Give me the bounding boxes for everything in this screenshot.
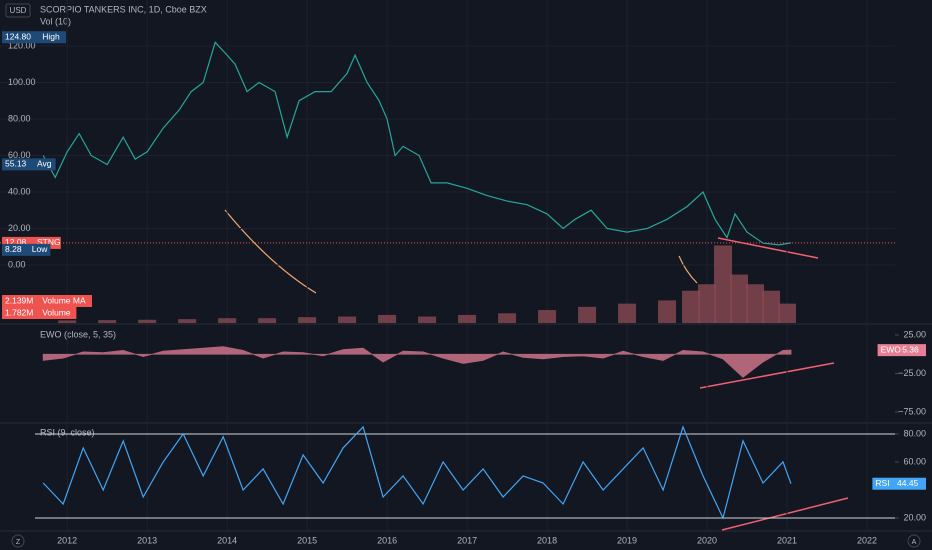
- x-tick-label: 2017: [457, 535, 477, 545]
- volume-bar: [682, 290, 701, 323]
- y-tick-label: 60.00: [8, 150, 31, 160]
- price-label-text: 5.36: [902, 344, 919, 354]
- currency-box[interactable]: [5, 3, 31, 18]
- y-tick-label: 80.00: [8, 113, 31, 123]
- rsi-line: [42, 425, 792, 520]
- x-tick-label: 2018: [537, 535, 557, 545]
- volume-bar: [498, 313, 517, 323]
- price-label-text: Volume MA: [42, 295, 86, 305]
- y-tick-label: 40.00: [8, 186, 31, 196]
- volume-bar: [58, 320, 77, 323]
- chart-title: SCORPIO TANKERS INC, 1D, Cboe BZX: [40, 4, 207, 14]
- volume-bar: [618, 303, 637, 323]
- volume-bar: [658, 300, 677, 323]
- y-tick-label: 20.00: [903, 512, 926, 522]
- volume-bar: [178, 319, 197, 323]
- y-tick-label: 80.00: [903, 428, 926, 438]
- x-tick-label: 2014: [217, 535, 237, 545]
- volume-bar: [762, 290, 781, 323]
- volume-bar: [338, 316, 357, 323]
- x-tick-label: 2015: [297, 535, 317, 545]
- price-label-text: 55.13: [5, 159, 27, 169]
- price-label-text: 8.28: [5, 244, 22, 254]
- volume-bar: [218, 318, 237, 323]
- volume-bar: [378, 314, 397, 323]
- price-label-text: 2.139M: [5, 295, 33, 305]
- price-label-box: [2, 31, 66, 44]
- x-tick-label: 2021: [777, 535, 797, 545]
- price-label-box: [877, 344, 926, 357]
- price-label-text: EWO: [881, 344, 902, 354]
- auto-icon: A: [912, 539, 917, 546]
- trend-line: [721, 497, 849, 531]
- x-tick-label: 2020: [697, 535, 717, 545]
- drawing-curve: [678, 255, 698, 284]
- volume-bar: [746, 284, 765, 323]
- price-label-text: High: [42, 31, 60, 41]
- volume-bar: [418, 316, 437, 323]
- x-tick-label: 2022: [857, 535, 877, 545]
- price-label-text: 44.45: [897, 478, 919, 488]
- y-tick-label: 25.00: [903, 329, 926, 339]
- zoom-button[interactable]: [11, 534, 25, 548]
- volume-bar: [258, 318, 277, 323]
- price-label-box: [872, 477, 926, 490]
- price-label-box: [2, 295, 92, 307]
- trend-line: [699, 362, 835, 389]
- price-label-text: 124.80: [5, 31, 31, 41]
- price-label-text: STNG: [37, 237, 61, 247]
- y-tick-label: 60.00: [903, 456, 926, 466]
- price-line: [42, 41, 792, 246]
- ewo-area: [42, 346, 792, 378]
- x-tick-label: 2019: [617, 535, 637, 545]
- trend-line: [717, 237, 819, 259]
- price-label-text: Avg: [37, 159, 52, 169]
- y-tick-label: 20.00: [8, 223, 31, 233]
- price-label-text: RSI: [875, 478, 889, 488]
- currency: USD: [10, 6, 27, 15]
- y-tick-label: 120.00: [8, 40, 36, 50]
- auto-scale-button[interactable]: [907, 534, 921, 548]
- volume-bar: [698, 284, 717, 323]
- volume-bar: [730, 274, 749, 323]
- x-tick-label: 2012: [57, 535, 77, 545]
- volume-bar: [778, 303, 797, 323]
- y-tick-label: −25.00: [898, 368, 926, 378]
- x-tick-label: 2013: [137, 535, 157, 545]
- volume-bar: [578, 306, 597, 323]
- price-label-text: 12.08: [5, 237, 27, 247]
- price-label-box: [2, 307, 77, 319]
- volume-bar: [458, 314, 477, 323]
- volume-bar: [98, 320, 117, 323]
- price-label-box: [2, 243, 51, 256]
- subtitle: Vol (10): [40, 16, 71, 26]
- y-tick-label: 0.00: [8, 259, 26, 269]
- x-tick-label: 2016: [377, 535, 397, 545]
- price-label-box: [2, 158, 56, 171]
- drawing-curve: [224, 209, 317, 294]
- price-label-text: 1.782M: [5, 307, 33, 317]
- volume-bar: [138, 319, 157, 323]
- volume-bar: [714, 245, 733, 323]
- price-label-text: Volume: [42, 307, 71, 317]
- ewo-title: EWO (close, 5, 35): [40, 329, 116, 339]
- y-tick-label: 100.00: [8, 77, 36, 87]
- volume-bar: [538, 310, 557, 323]
- volume-bar: [298, 317, 317, 323]
- y-tick-label: −75.00: [898, 406, 926, 416]
- price-label-text: Low: [32, 244, 48, 254]
- zoom-icon: Z: [16, 539, 21, 546]
